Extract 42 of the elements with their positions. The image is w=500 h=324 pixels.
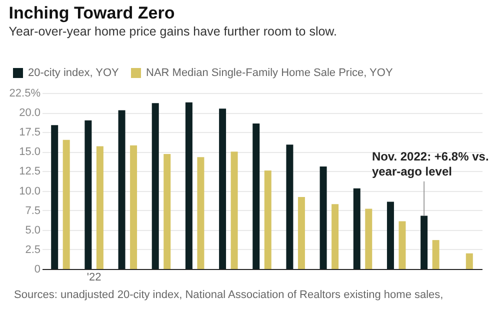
bar xyxy=(219,108,226,269)
bar xyxy=(185,102,192,269)
y-tick-label: 10.0 xyxy=(19,185,40,198)
bar xyxy=(353,188,360,269)
bar xyxy=(130,145,138,269)
x-tick-label: '22 xyxy=(86,272,102,284)
y-tick-label: 20.0 xyxy=(19,107,40,120)
bar xyxy=(252,124,260,269)
y-tick-label: 5.0 xyxy=(25,224,40,236)
y-tick-label: 0 xyxy=(34,264,40,276)
bar xyxy=(118,110,126,269)
bar xyxy=(432,240,440,269)
bar xyxy=(230,152,238,269)
legend-label: 20-city index, YOY xyxy=(28,67,120,79)
y-tick-label: 15.0 xyxy=(19,146,40,158)
bar xyxy=(197,157,204,269)
chart-title: Inching Toward Zero xyxy=(8,4,175,22)
bar xyxy=(62,140,70,269)
bar xyxy=(398,221,406,269)
legend-label: NAR Median Single-Family Home Sale Price, YOY xyxy=(146,67,394,79)
bar xyxy=(286,144,294,269)
bar xyxy=(320,166,327,269)
y-tick-label: 12.5 xyxy=(19,166,40,178)
annotation: Nov. 2022: +6.8% vs. year-ago level xyxy=(372,149,489,178)
y-tick-label: 7.5 xyxy=(25,204,40,217)
y-tick-label: 17.5 xyxy=(19,126,40,139)
bar xyxy=(332,204,339,269)
bar xyxy=(264,170,272,269)
bar xyxy=(466,253,473,269)
bar xyxy=(51,125,58,269)
source-note: Sources: unadjusted 20-city index, National Association of Realtors existing home sales, xyxy=(14,289,444,301)
bar xyxy=(420,216,428,269)
bar xyxy=(386,202,394,269)
bar xyxy=(365,208,372,269)
chart-subtitle: Year-over-year home price gains have further room to slow. xyxy=(8,24,337,38)
bar xyxy=(152,103,159,269)
y-tick-label: 22.5% xyxy=(9,88,41,100)
bar xyxy=(84,120,92,269)
bar xyxy=(96,146,104,269)
y-tick-label: 2.5 xyxy=(25,244,40,256)
bar xyxy=(298,197,305,269)
bar xyxy=(164,154,171,269)
